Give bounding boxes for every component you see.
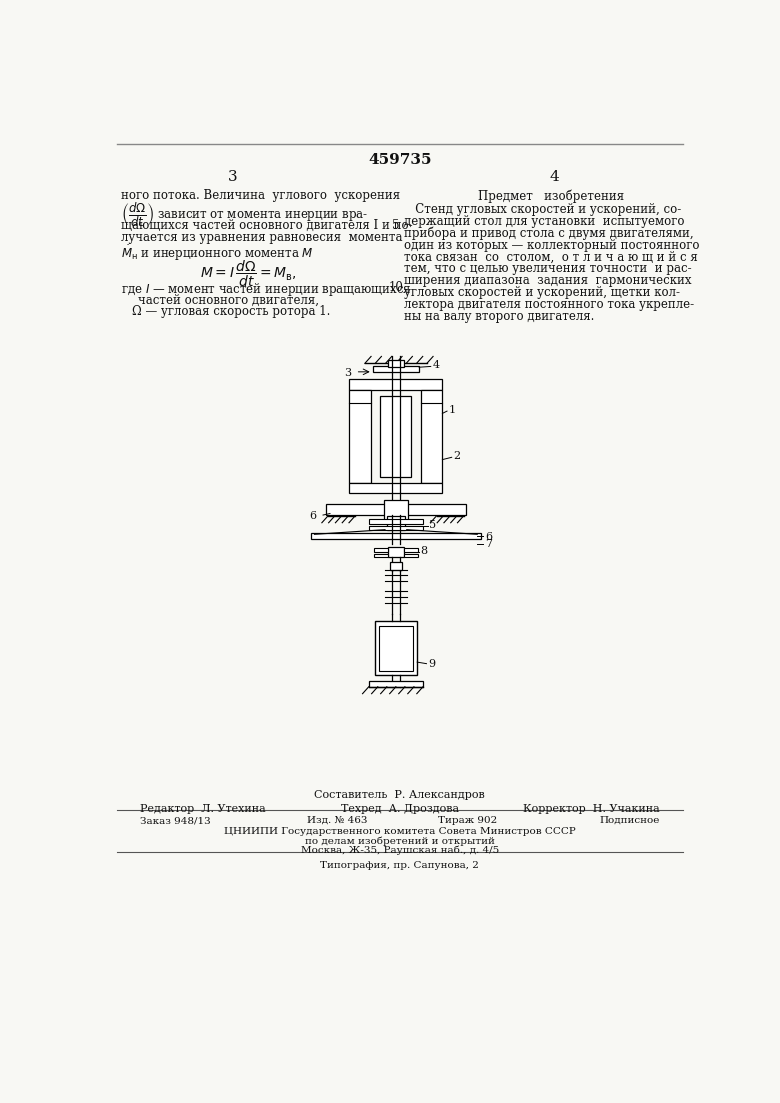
Bar: [388, 360, 403, 367]
Text: Тираж 902: Тираж 902: [438, 816, 498, 825]
Text: один из которых — коллекторный постоянного: один из которых — коллекторный постоянно…: [403, 238, 699, 251]
Text: ны на валу второго двигателя.: ны на валу второго двигателя.: [403, 310, 594, 323]
Text: Предмет   изобретения: Предмет изобретения: [478, 190, 624, 203]
Bar: [388, 547, 403, 557]
Bar: [373, 366, 419, 372]
Text: 6: 6: [310, 511, 317, 521]
Text: частей основного двигателя,: частей основного двигателя,: [138, 293, 319, 307]
Text: лектора двигателя постоянного тока укрепле-: лектора двигателя постоянного тока укреп…: [403, 298, 693, 311]
Text: Москва, Ж-35, Раушская наб., д. 4/5: Москва, Ж-35, Раушская наб., д. 4/5: [300, 845, 499, 855]
Bar: [374, 548, 388, 552]
Text: по делам изобретений и открытий: по делам изобретений и открытий: [305, 836, 495, 846]
Text: 6: 6: [485, 532, 492, 542]
Text: угловых скоростей и ускорений, щетки кол-: угловых скоростей и ускорений, щетки кол…: [403, 287, 679, 299]
Text: 5: 5: [429, 520, 436, 531]
Text: держащий стол для установки  испытуемого: держащий стол для установки испытуемого: [403, 215, 684, 227]
Text: 3: 3: [344, 368, 351, 378]
Bar: [369, 518, 423, 524]
Text: лучается из уравнения равновесия  момента: лучается из уравнения равновесия момента: [121, 232, 402, 244]
Bar: [374, 554, 388, 557]
Text: 5: 5: [392, 219, 399, 233]
Text: Подписное: Подписное: [599, 816, 659, 825]
Text: щающихся частей основного двигателя I и по-: щающихся частей основного двигателя I и …: [121, 219, 413, 233]
Text: 1: 1: [448, 405, 456, 415]
Text: $M = I\,\dfrac{d\Omega}{dt} = M_{\rm в},$: $M = I\,\dfrac{d\Omega}{dt} = M_{\rm в},…: [200, 258, 297, 289]
Bar: [369, 526, 423, 531]
Text: ЦНИИПИ Государственного комитета Совета Министров СССР: ЦНИИПИ Государственного комитета Совета …: [224, 827, 576, 836]
Text: прибора и привод стола с двумя двигателями,: прибора и привод стола с двумя двигателя…: [403, 227, 693, 240]
Text: 7: 7: [485, 539, 492, 549]
Bar: [374, 621, 417, 675]
Text: Изд. № 463: Изд. № 463: [307, 816, 367, 825]
Bar: [379, 625, 413, 671]
Bar: [349, 389, 371, 483]
Bar: [387, 516, 405, 529]
Text: Ω — угловая скорость ротора 1.: Ω — угловая скорость ротора 1.: [132, 306, 330, 319]
Text: Техред  А. Дроздова: Техред А. Дроздова: [341, 804, 459, 814]
Bar: [403, 554, 417, 557]
Bar: [420, 389, 442, 483]
Text: $\left(\dfrac{d\Omega}{dt}\right)$ зависит от момента инерции вра-: $\left(\dfrac{d\Omega}{dt}\right)$ завис…: [121, 201, 368, 229]
Text: 459735: 459735: [368, 153, 431, 167]
Text: 8: 8: [420, 546, 427, 556]
Text: тем, что с целью увеличения точности  и рас-: тем, что с целью увеличения точности и р…: [403, 263, 691, 276]
Text: где $I$ — момент частей инерции вращающихся: где $I$ — момент частей инерции вращающи…: [121, 281, 411, 298]
Bar: [403, 548, 417, 552]
Text: ного потока. Величина  углового  ускорения: ного потока. Величина углового ускорения: [121, 190, 400, 202]
Text: Типография, пр. Сапунова, 2: Типография, пр. Сапунова, 2: [321, 860, 479, 870]
Text: Составитель  Р. Александров: Составитель Р. Александров: [314, 790, 485, 800]
Bar: [326, 504, 466, 515]
Text: 10: 10: [388, 281, 403, 295]
Text: Заказ 948/13: Заказ 948/13: [140, 816, 211, 825]
Text: ширения диапазона  задания  гармонических: ширения диапазона задания гармонических: [403, 275, 691, 288]
Bar: [381, 396, 411, 478]
Bar: [390, 563, 402, 570]
Text: $\dot{M}_{\rm н}$ и инерционного момента $M$: $\dot{M}_{\rm н}$ и инерционного момента…: [121, 244, 314, 263]
Bar: [310, 533, 481, 539]
Text: 3: 3: [229, 170, 238, 184]
Bar: [385, 501, 407, 520]
Text: 9: 9: [428, 658, 435, 668]
Bar: [349, 483, 442, 493]
Text: тока связан  со  столом,  о т л и ч а ю щ и й с я: тока связан со столом, о т л и ч а ю щ и…: [403, 250, 697, 264]
Text: 4: 4: [550, 170, 559, 184]
Text: 4: 4: [433, 360, 440, 370]
Bar: [369, 681, 423, 687]
Text: 2: 2: [453, 451, 460, 461]
Bar: [349, 378, 442, 389]
Text: Редактор  Л. Утехина: Редактор Л. Утехина: [140, 804, 266, 814]
Text: Стенд угловых скоростей и ускорений, со-: Стенд угловых скоростей и ускорений, со-: [403, 203, 681, 216]
Text: Корректор  Н. Учакина: Корректор Н. Учакина: [523, 804, 659, 814]
